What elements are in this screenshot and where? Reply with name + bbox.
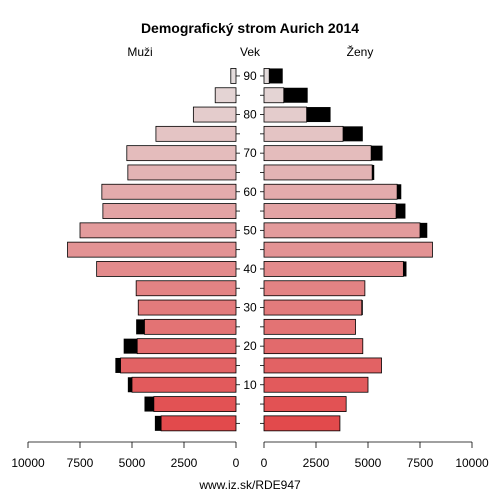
male-excess-25-29 xyxy=(136,319,145,335)
male-bar-90+ xyxy=(230,68,237,84)
male-bar-60-64 xyxy=(101,183,237,200)
female-bar-75-79 xyxy=(263,125,344,142)
female-excess-80-84 xyxy=(306,107,331,123)
female-axis-tick-label: 2500 xyxy=(303,456,330,470)
age-tick-label: 20 xyxy=(243,339,257,353)
female-bar-10-14 xyxy=(263,376,369,393)
age-axis: 10 20 30 40 50 60 70 80 90 xyxy=(236,69,264,424)
male-axis-tick-label: 7500 xyxy=(67,456,94,470)
female-bar-55-59 xyxy=(263,203,397,219)
male-bar-10-14 xyxy=(131,376,237,393)
male-bar-50-54 xyxy=(79,222,237,239)
female-bar-50-54 xyxy=(263,222,421,239)
male-bar-45-49 xyxy=(67,241,237,258)
female-bar-65-69 xyxy=(263,164,373,181)
male-bar-0-4 xyxy=(160,415,237,432)
female-excess-50-54 xyxy=(420,222,428,238)
male-bar-80-84 xyxy=(192,106,237,123)
female-bar-60-64 xyxy=(263,183,398,200)
male-bar-55-59 xyxy=(102,203,237,219)
female-bar-0-4 xyxy=(263,415,341,432)
female-bar-20-24 xyxy=(263,338,364,355)
female-bar-90+ xyxy=(263,68,270,84)
age-tick-label: 30 xyxy=(243,301,257,315)
male-label: Muži xyxy=(127,45,152,59)
age-tick-label: 10 xyxy=(243,378,257,392)
female-axis-tick-label: 7500 xyxy=(407,456,434,470)
male-bar-65-69 xyxy=(127,164,237,181)
male-axis-tick-label: 5000 xyxy=(119,456,146,470)
female-bar-45-49 xyxy=(263,241,433,258)
male-axis-tick-label: 0 xyxy=(233,456,240,470)
male-bars xyxy=(67,68,237,432)
male-excess-10-14 xyxy=(127,377,132,393)
age-tick-label: 70 xyxy=(243,146,257,160)
male-bar-30-34 xyxy=(137,299,237,316)
female-excess-30-34 xyxy=(361,300,363,316)
female-axis-tick-label: 0 xyxy=(261,456,268,470)
female-label: Ženy xyxy=(347,44,374,59)
female-bar-15-19 xyxy=(263,357,382,374)
female-axis-tick-label: 5000 xyxy=(355,456,382,470)
male-x-axis: 10000 7500 5000 2500 0 xyxy=(11,441,240,470)
male-excess-20-24 xyxy=(123,338,138,354)
female-excess-85-89 xyxy=(283,87,308,103)
female-excess-70-74 xyxy=(371,145,383,161)
male-bar-70-74 xyxy=(126,145,237,162)
female-bar-30-34 xyxy=(263,299,363,316)
female-excess-90+ xyxy=(269,68,283,84)
male-bar-20-24 xyxy=(136,338,237,355)
female-bar-85-89 xyxy=(263,87,285,104)
female-excess-60-64 xyxy=(397,184,402,200)
age-tick-label: 80 xyxy=(243,108,257,122)
female-bar-40-44 xyxy=(263,261,404,277)
male-axis-tick-label: 2500 xyxy=(171,456,198,470)
male-bar-85-89 xyxy=(214,87,237,104)
female-bar-25-29 xyxy=(263,318,356,335)
male-bar-75-79 xyxy=(155,125,237,142)
male-bar-40-44 xyxy=(96,261,237,277)
male-bar-35-39 xyxy=(135,280,237,297)
age-tick-label: 90 xyxy=(243,69,257,83)
female-bar-35-39 xyxy=(263,280,366,297)
male-excess-15-19 xyxy=(115,357,121,373)
female-excess-75-79 xyxy=(343,126,363,142)
male-bar-25-29 xyxy=(144,318,237,335)
female-bar-70-74 xyxy=(263,145,372,162)
chart-title: Demografický strom Aurich 2014 xyxy=(141,20,359,36)
age-tick-label: 40 xyxy=(243,262,257,276)
male-bar-15-19 xyxy=(120,357,237,374)
age-label: Vek xyxy=(240,45,261,59)
male-excess-5-9 xyxy=(144,396,154,412)
female-bar-80-84 xyxy=(263,106,308,123)
male-axis-tick-label: 10000 xyxy=(11,456,45,470)
female-bars xyxy=(263,68,433,432)
female-x-axis: 0 2500 5000 7500 10000 xyxy=(261,441,489,470)
male-bar-5-9 xyxy=(153,396,237,412)
age-tick-label: 50 xyxy=(243,223,257,237)
male-excess-0-4 xyxy=(154,415,162,431)
age-tick-label: 60 xyxy=(243,185,257,199)
female-excess-55-59 xyxy=(396,203,406,219)
female-excess-40-44 xyxy=(403,261,407,277)
female-bar-5-9 xyxy=(263,396,347,412)
source-label: www.iz.sk/RDE947 xyxy=(198,478,301,492)
female-axis-tick-label: 10000 xyxy=(455,456,489,470)
female-excess-65-69 xyxy=(372,164,375,180)
